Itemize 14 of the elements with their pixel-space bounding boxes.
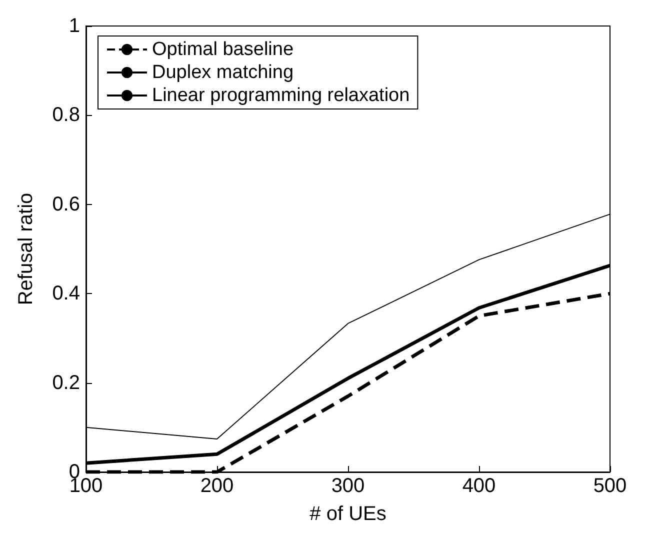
y-tick-label: 0.4	[52, 282, 80, 305]
y-tick-label: 0.6	[52, 193, 80, 216]
x-tick-label: 500	[593, 475, 627, 497]
y-tick-label: 0.8	[52, 104, 80, 126]
x-tick-label: 400	[462, 475, 496, 497]
x-tick-label: 300	[331, 475, 365, 497]
legend-label: Optimal baseline	[152, 39, 294, 60]
y-tick-label: 0.2	[52, 372, 80, 394]
x-tick-label: 200	[200, 475, 234, 497]
y-axis-title: Refusal ratio	[15, 192, 37, 306]
y-tick-label: 1	[68, 15, 80, 37]
x-axis-title: # of UEs	[310, 503, 386, 525]
legend-label: Linear programming relaxation	[152, 85, 410, 106]
legend-label: Duplex matching	[152, 62, 294, 83]
